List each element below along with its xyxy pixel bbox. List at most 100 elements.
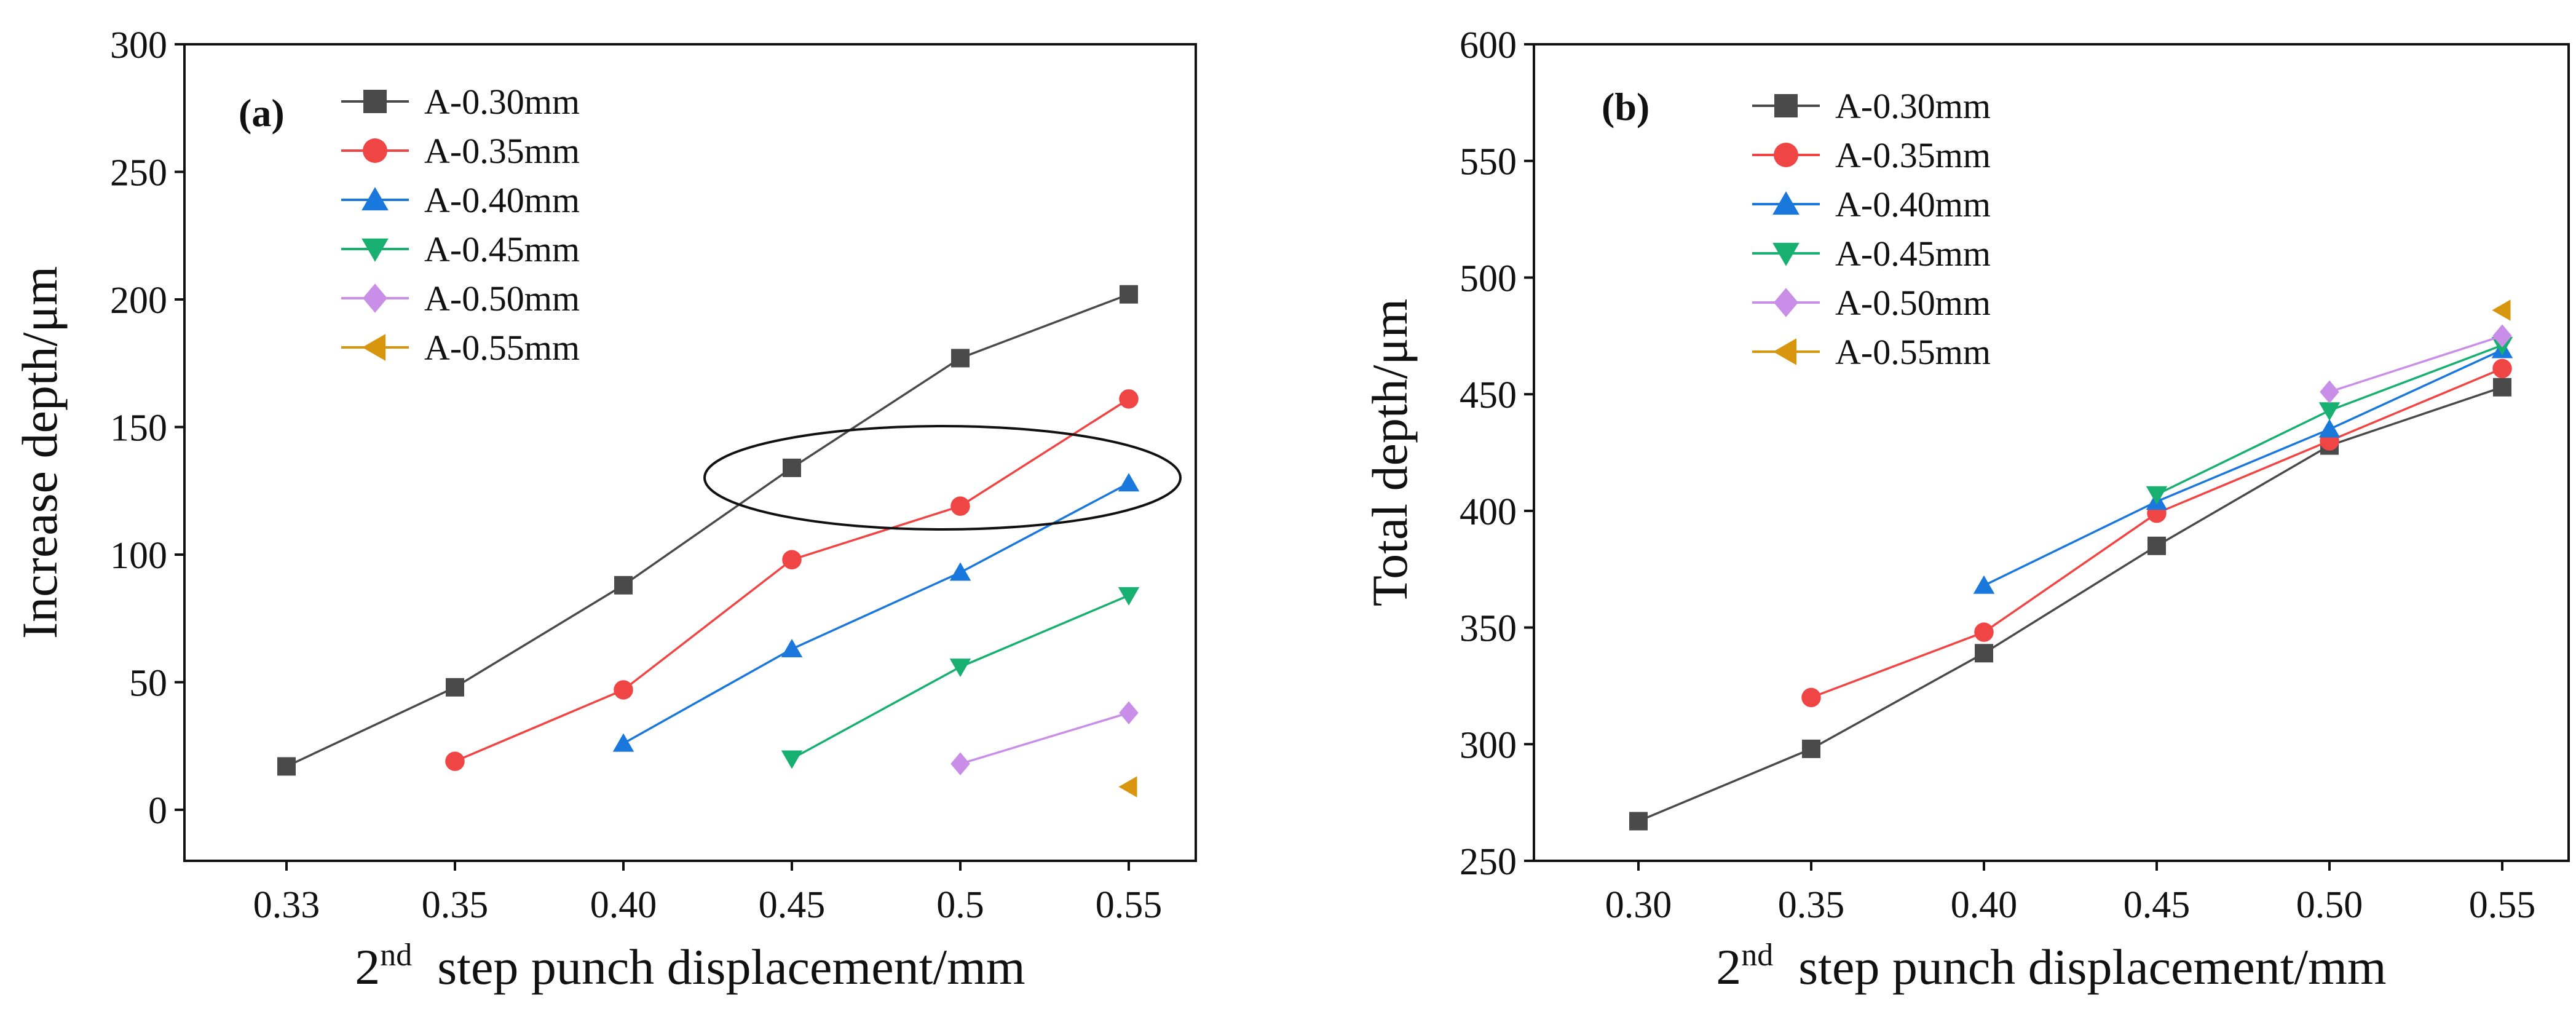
y-tick-label: 300: [1460, 724, 1517, 766]
legend-marker: [1774, 288, 1798, 317]
data-point: [2492, 299, 2511, 321]
legend-entry: A-0.35mm: [424, 131, 580, 171]
x-tick-label: 0.5: [936, 884, 984, 926]
series-line: [1983, 349, 2503, 587]
y-tick-label: 550: [1460, 141, 1517, 183]
legend: A-0.30mm A-0.35mm A-0.40mm A-0.45mm A-0.50mm…: [341, 82, 580, 368]
x-axis-title: 2nd step punch displacement/mm: [355, 938, 1025, 995]
data-point: [2147, 536, 2166, 555]
legend-entry: A-0.35mm: [1835, 135, 1991, 175]
data-point: [950, 752, 970, 776]
data-point: [2318, 419, 2341, 438]
y-tick-label: 400: [1460, 491, 1517, 533]
legend-marker: [362, 187, 389, 211]
y-tick-label: 150: [110, 408, 167, 449]
legend-entry: A-0.55mm: [1835, 332, 1991, 372]
data-point: [951, 349, 970, 368]
legend-entry: A-0.40mm: [1835, 184, 1991, 224]
series-A-0.45mm: [2146, 336, 2513, 505]
data-point: [1119, 389, 1139, 409]
series-line: [1811, 367, 2503, 699]
legend-marker: [1773, 338, 1797, 365]
data-point: [614, 576, 633, 595]
y-tick-label: 450: [1460, 374, 1517, 416]
x-tick-label: 0.50: [2296, 884, 2363, 926]
data-point: [949, 659, 971, 678]
x-axis-title-superscript: nd: [380, 938, 412, 973]
series-A-0.50mm: [2320, 324, 2512, 404]
data-point: [2492, 358, 2512, 379]
series-A-0.40mm: [612, 473, 1140, 752]
x-tick-label: 0.30: [1605, 884, 1672, 926]
data-point: [2318, 402, 2341, 421]
x-tick-label: 0.55: [2469, 884, 2536, 926]
x-tick-label: 0.40: [590, 884, 657, 926]
series-A-0.55mm: [2492, 299, 2511, 321]
y-axis-title: Total depth/μm: [1362, 299, 1418, 607]
data-point: [1119, 701, 1139, 725]
legend-marker: [363, 283, 387, 313]
data-point: [2492, 324, 2512, 348]
data-point: [1802, 739, 1820, 758]
x-tick-label: 0.33: [253, 884, 320, 926]
x-tick-label: 0.35: [1778, 884, 1845, 926]
series-A-0.45mm: [781, 587, 1140, 769]
data-point: [1801, 687, 1821, 708]
y-tick-label: 250: [1460, 841, 1517, 883]
x-tick-label: 0.45: [2124, 884, 2191, 926]
y-axis-title: Increase depth/μm: [12, 266, 68, 639]
data-point: [1975, 644, 1993, 663]
legend-entry: A-0.40mm: [424, 180, 580, 220]
legend-marker: [1774, 94, 1798, 117]
data-point: [950, 496, 970, 516]
series-A-0.35mm: [1801, 358, 2512, 708]
legend-entry: A-0.45mm: [1835, 234, 1991, 274]
y-tick-label: 100: [110, 535, 167, 577]
legend-entry: A-0.30mm: [1835, 86, 1991, 126]
highlight-ellipse: [703, 425, 1182, 531]
x-axis-title-number: 2: [1716, 939, 1741, 995]
chart-panel-b: 250 300 350 400 450 500 550 600 0.30 0.35 0.40 0.45…: [1362, 25, 2570, 995]
legend-entry: A-0.30mm: [424, 82, 580, 122]
data-point: [2493, 378, 2511, 397]
data-point: [949, 562, 971, 581]
y-tick-label: 300: [110, 25, 167, 66]
legend-marker: [362, 334, 386, 361]
plot-frame: [183, 43, 1197, 862]
y-tick-label: 500: [1460, 258, 1517, 299]
legend-marker: [362, 238, 389, 262]
data-point: [614, 680, 633, 700]
legend-marker: [1774, 143, 1798, 167]
x-tick-label: 0.35: [422, 884, 489, 926]
y-tick-label: 350: [1460, 608, 1517, 650]
x-tick-label: 0.45: [759, 884, 826, 926]
data-point: [612, 733, 634, 752]
panel-label: (b): [1602, 85, 1650, 129]
legend: A-0.30mm A-0.35mm A-0.40mm A-0.45mm A-0.50mm…: [1752, 86, 1991, 372]
series-A-0.35mm: [445, 389, 1139, 771]
data-point: [1974, 622, 1994, 642]
series-line: [1638, 386, 2503, 823]
data-point: [445, 751, 465, 771]
legend-entry: A-0.55mm: [424, 328, 580, 368]
legend-entry: A-0.45mm: [424, 229, 580, 269]
series-line: [791, 594, 1129, 760]
chart-panel-a: 0 50 100 150 200 250 300 0.33 0.35 0.40 0.45 0.5 0.5…: [12, 25, 1197, 995]
series-line: [286, 293, 1129, 768]
series-line: [2329, 334, 2503, 394]
y-tick-label: 0: [148, 790, 167, 832]
y-tick-label: 200: [110, 280, 167, 322]
data-point: [782, 550, 802, 570]
legend-entry: A-0.50mm: [424, 279, 580, 319]
x-axis-title-number: 2: [355, 939, 380, 995]
data-point: [2146, 486, 2168, 505]
x-axis-title-superscript: nd: [1741, 938, 1773, 973]
x-axis-title: 2nd step punch displacement/mm: [1716, 938, 2386, 995]
series-line: [454, 398, 1129, 762]
y-tick-label: 50: [129, 663, 167, 705]
legend-marker: [363, 138, 387, 163]
data-point: [1973, 575, 1995, 594]
legend-entry: A-0.50mm: [1835, 283, 1991, 323]
series-A-0.30mm: [1629, 378, 2511, 831]
